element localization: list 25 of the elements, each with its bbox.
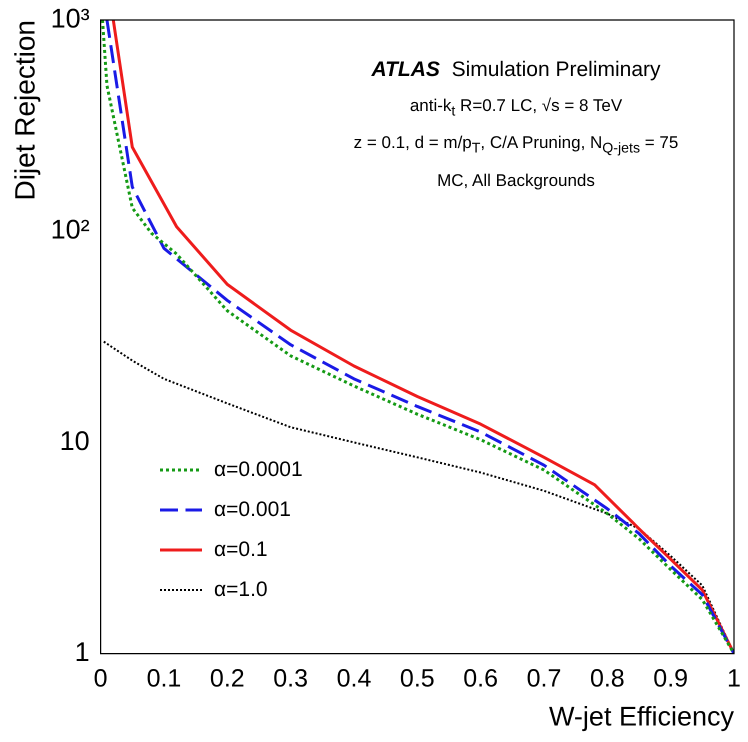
x-tick-label: 0.2: [210, 664, 245, 692]
annotation: anti-k$_{t}$ R=0.7 LC, √s = 8 TeV: [408, 96, 624, 120]
x-tick-label: 1: [727, 664, 741, 692]
x-tick-label: 0.8: [590, 664, 625, 692]
x-tick-label: 0.7: [526, 664, 562, 692]
legend-label: α=0.0001: [214, 458, 303, 482]
y-tick-label: 10²: [50, 214, 90, 245]
legend-label: α=0.1: [214, 538, 268, 562]
x-tick-label: 0: [94, 664, 108, 692]
x-axis-title: W-jet Efficiency: [548, 701, 734, 732]
x-tick-label: 0.9: [653, 664, 688, 692]
annotation: ATLAS Simulation Preliminary: [370, 58, 662, 82]
x-tick-label: 0.6: [463, 664, 498, 692]
x-tick-label: 0.3: [273, 664, 308, 692]
x-tick-label: 0.5: [400, 664, 435, 692]
legend-label: α=0.001: [214, 498, 291, 522]
y-tick-label: 10: [60, 426, 90, 456]
annotation: z = 0.1, d = m/p$_{T}$, C/A Pruning, N$_{Q-jets}$ = 75: [352, 133, 680, 157]
annotation: MC, All Backgrounds: [436, 170, 596, 191]
legend-label: α=1.0: [214, 578, 268, 602]
y-axis-title: Dijet Rejection: [10, 20, 41, 201]
x-tick-label: 0.4: [336, 664, 372, 692]
x-tick-label: 0.1: [146, 664, 182, 692]
y-tick-label: 1: [74, 637, 90, 668]
y-tick-label: 10³: [50, 3, 90, 34]
